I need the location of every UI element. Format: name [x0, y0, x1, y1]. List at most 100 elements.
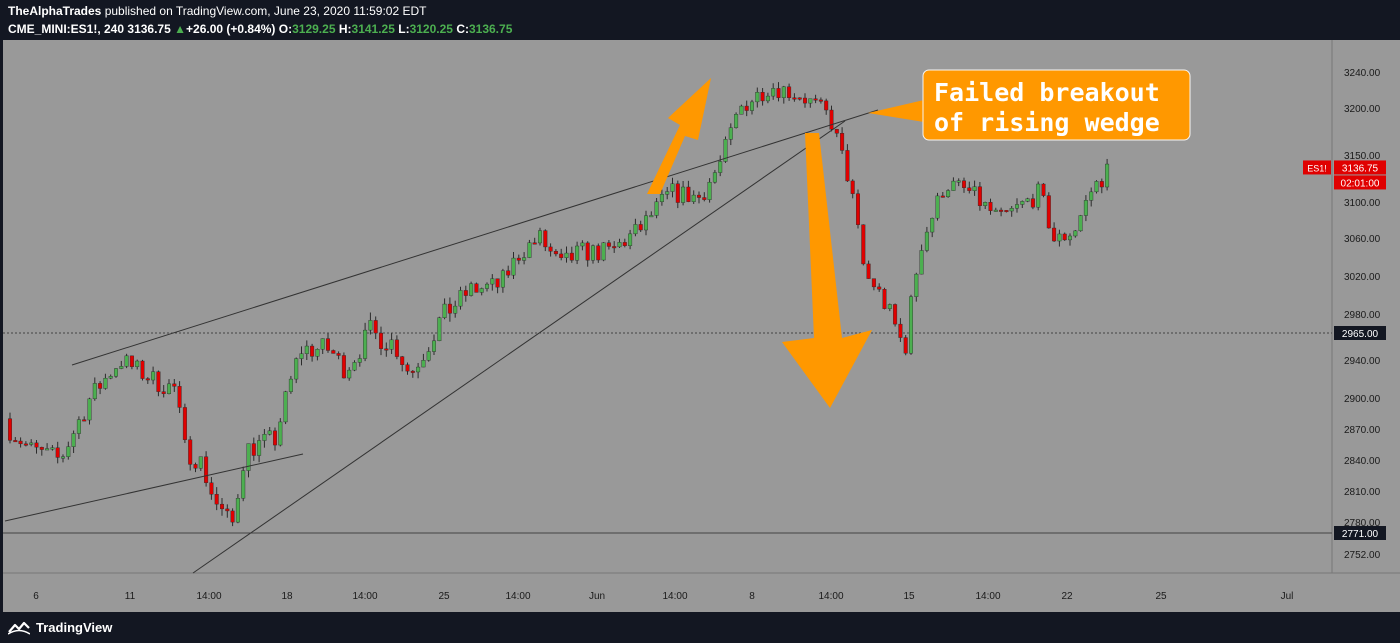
candle-down[interactable]	[612, 246, 617, 249]
candle-down[interactable]	[1041, 183, 1046, 196]
candle-up[interactable]	[808, 98, 813, 104]
candle-down[interactable]	[1004, 210, 1009, 213]
candle-up[interactable]	[909, 296, 914, 354]
candle-up[interactable]	[479, 288, 484, 293]
candle-up[interactable]	[983, 202, 988, 206]
candle-up[interactable]	[235, 498, 240, 523]
candle-up[interactable]	[644, 215, 649, 231]
candle-up[interactable]	[500, 270, 505, 288]
candle-up[interactable]	[1089, 191, 1094, 201]
candle-up[interactable]	[601, 242, 606, 261]
candle-up[interactable]	[76, 419, 81, 434]
candle-down[interactable]	[569, 252, 574, 261]
candle-up[interactable]	[580, 242, 585, 247]
candle-down[interactable]	[1046, 195, 1051, 229]
candle-up[interactable]	[135, 360, 140, 367]
candle-down[interactable]	[596, 245, 601, 261]
candle-down[interactable]	[585, 242, 590, 261]
candle-down[interactable]	[161, 391, 166, 394]
candle-down[interactable]	[193, 464, 198, 469]
candle-down[interactable]	[776, 88, 781, 98]
candle-down[interactable]	[940, 195, 945, 198]
candle-down[interactable]	[898, 323, 903, 338]
candle-up[interactable]	[299, 353, 304, 359]
candle-up[interactable]	[45, 448, 50, 451]
candle-down[interactable]	[702, 197, 707, 200]
candle-up[interactable]	[956, 180, 961, 183]
candle-down[interactable]	[606, 242, 611, 247]
candle-up[interactable]	[755, 92, 760, 103]
candle-up[interactable]	[442, 303, 447, 318]
candle-up[interactable]	[458, 290, 463, 307]
candle-up[interactable]	[108, 376, 113, 379]
candle-up[interactable]	[670, 183, 675, 192]
candle-down[interactable]	[18, 440, 23, 445]
candle-down[interactable]	[326, 338, 331, 351]
candle-up[interactable]	[1057, 233, 1062, 242]
candle-up[interactable]	[633, 224, 638, 235]
candle-up[interactable]	[283, 391, 288, 423]
candle-up[interactable]	[29, 442, 34, 445]
candle-down[interactable]	[850, 180, 855, 194]
candle-up[interactable]	[246, 443, 251, 471]
candle-down[interactable]	[744, 105, 749, 111]
candle-up[interactable]	[919, 250, 924, 275]
candle-down[interactable]	[622, 242, 627, 246]
candle-down[interactable]	[230, 510, 235, 523]
candle-down[interactable]	[379, 332, 384, 349]
candle-up[interactable]	[485, 283, 490, 289]
candle-up[interactable]	[538, 230, 543, 244]
candle-down[interactable]	[463, 290, 468, 296]
candle-up[interactable]	[113, 368, 118, 377]
candle-down[interactable]	[977, 186, 982, 206]
candle-up[interactable]	[1078, 215, 1083, 232]
candle-down[interactable]	[834, 129, 839, 134]
candle-up[interactable]	[71, 433, 76, 447]
candle-up[interactable]	[50, 447, 55, 450]
candle-down[interactable]	[188, 439, 193, 465]
candle-down[interactable]	[447, 303, 452, 314]
candle-up[interactable]	[432, 340, 437, 352]
candle-up[interactable]	[87, 398, 92, 421]
candle-up[interactable]	[426, 351, 431, 361]
candle-down[interactable]	[204, 456, 209, 483]
candle-up[interactable]	[469, 283, 474, 296]
candle-up[interactable]	[951, 180, 956, 191]
candle-up[interactable]	[935, 195, 940, 219]
candle-up[interactable]	[564, 252, 569, 258]
candle-up[interactable]	[887, 304, 892, 309]
candle-up[interactable]	[723, 139, 728, 162]
candle-down[interactable]	[400, 356, 405, 365]
candle-down[interactable]	[813, 98, 818, 101]
candle-up[interactable]	[527, 242, 532, 258]
candle-up[interactable]	[61, 456, 66, 459]
time-axis[interactable]	[3, 573, 1400, 612]
candle-down[interactable]	[209, 482, 214, 495]
candle-down[interactable]	[98, 383, 103, 389]
candle-up[interactable]	[92, 383, 97, 400]
candle-down[interactable]	[225, 508, 230, 512]
candle-down[interactable]	[967, 187, 972, 191]
candle-up[interactable]	[294, 358, 299, 380]
candle-down[interactable]	[219, 503, 224, 510]
candle-up[interactable]	[765, 95, 770, 102]
candle-down[interactable]	[1052, 227, 1057, 242]
candle-down[interactable]	[156, 371, 161, 392]
candle-down[interactable]	[818, 99, 823, 102]
candle-up[interactable]	[734, 114, 739, 128]
candle-down[interactable]	[23, 443, 28, 446]
candle-up[interactable]	[659, 194, 664, 203]
candle-up[interactable]	[771, 88, 776, 97]
candle-up[interactable]	[352, 362, 357, 371]
candle-down[interactable]	[903, 337, 908, 354]
candle-up[interactable]	[781, 86, 786, 98]
candle-up[interactable]	[241, 470, 246, 499]
candle-down[interactable]	[760, 92, 765, 102]
candle-down[interactable]	[803, 97, 808, 104]
candle-up[interactable]	[437, 317, 442, 342]
candle-up[interactable]	[1083, 200, 1088, 216]
candle-down[interactable]	[697, 194, 702, 198]
candle-up[interactable]	[993, 209, 998, 212]
candle-down[interactable]	[394, 339, 399, 357]
candle-up[interactable]	[681, 186, 686, 203]
